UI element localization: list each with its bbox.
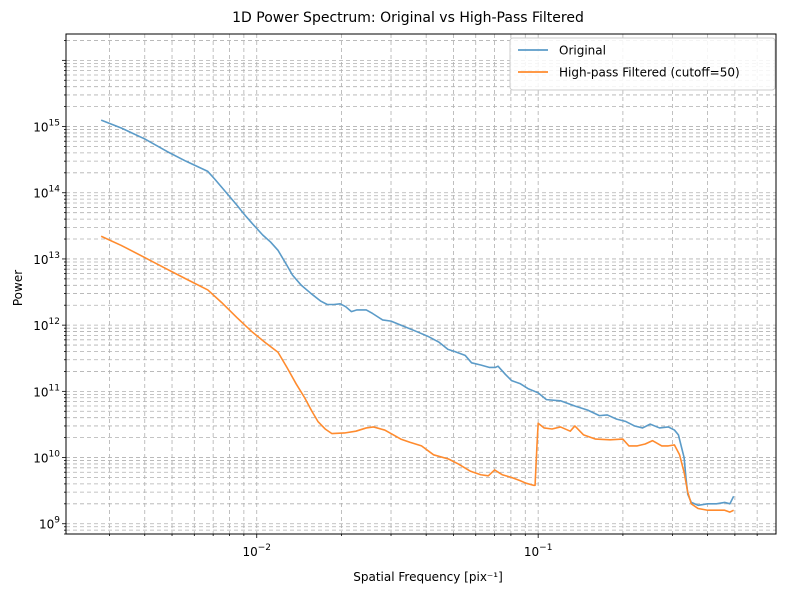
series-lines — [100, 119, 735, 513]
axis-ticks: 10−2 10−1 109 1010 1011 1012 1013 1014 1015 — [33, 40, 758, 559]
y-tick-label: 1015 — [33, 119, 60, 135]
series-line-original — [100, 119, 735, 507]
grid-lines — [66, 34, 776, 535]
legend-label-original: Original — [559, 44, 606, 58]
y-tick-label: 1014 — [33, 185, 60, 201]
x-tick-label: 10−2 — [242, 543, 271, 559]
x-axis-label: Spatial Frequency [pix⁻¹] — [353, 570, 503, 584]
legend: Original High-pass Filtered (cutoff=50) — [509, 37, 776, 91]
y-axis-label: Power — [11, 270, 25, 306]
legend-label-high-pass: High-pass Filtered (cutoff=50) — [559, 66, 740, 80]
y-tick-label: 1013 — [33, 251, 60, 267]
y-tick-label: 1012 — [33, 317, 60, 333]
y-tick-label: 1011 — [33, 383, 60, 399]
x-tick-label: 10−1 — [524, 543, 553, 559]
plot-frame — [65, 33, 777, 535]
y-tick-label: 109 — [39, 516, 60, 532]
series-line-high-pass — [100, 235, 735, 513]
chart-title: 1D Power Spectrum: Original vs High-Pass… — [232, 10, 584, 26]
legend-box — [509, 37, 776, 91]
y-tick-label: 1010 — [33, 450, 60, 466]
